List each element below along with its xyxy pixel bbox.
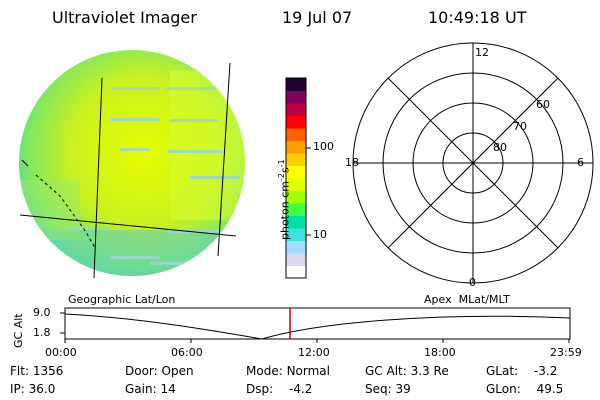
uv-image [19,50,245,279]
altitude-plot [60,307,571,343]
mlt-label-18: 18 [345,156,359,169]
mlt-label-6: 6 [577,156,584,169]
colorbar-segment [286,90,306,104]
colorbar-segment [286,215,306,229]
colorbar-tick-10: 10 [313,228,327,241]
status-seq: Seq: 39 [365,382,411,396]
status-glon: GLon: 49.5 [486,382,564,396]
status-door: Door: Open [125,364,194,378]
polar-grid [352,42,594,284]
alt-xtick-2359: 23:59 [550,346,582,359]
mlat-label-70: 70 [513,120,527,133]
alt-ytick-9: 9.0 [33,306,51,319]
altitude-curve [64,313,571,340]
colorbar-unit-label: photon cm-2s-1 [277,159,292,240]
alt-ylabel: GC Alt [12,313,25,348]
colorbar-segment [286,240,306,254]
status-gain: Gain: 14 [125,382,176,396]
status-ip: IP: 36.0 [10,382,56,396]
colorbar-segment [286,140,306,154]
date-label: 19 Jul 07 [282,8,353,27]
app-title: Ultraviolet Imager [52,8,197,27]
mlat-label-60: 60 [536,98,550,111]
colorbar-segment [286,165,306,179]
mlt-label-0: 0 [469,276,476,289]
status-flt: Flt: 1356 [10,364,64,378]
colorbar-segment [286,78,306,91]
colorbar-segment [286,103,306,116]
apex-label: Apex MLat/MLT [424,293,510,306]
colorbar-segment [286,115,306,129]
colorbar-segment [286,253,306,266]
status-mode: Mode: Normal [246,364,330,378]
mlat-label-80: 80 [493,141,507,154]
mlt-label-12: 12 [475,46,489,59]
alt-xtick-1200: 12:00 [298,346,330,359]
color-bar [286,78,306,279]
colorbar-segment [286,265,306,279]
time-label: 10:49:18 UT [428,8,527,27]
status-gc-alt: GC Alt: 3.3 Re [365,364,449,378]
colorbar-segment [286,128,306,141]
colorbar-segment [286,203,306,216]
alt-ytick-1-8: 1.8 [33,326,51,339]
colorbar-tick-100: 100 [313,140,334,153]
alt-xtick-0600: 06:00 [171,346,203,359]
status-dsp: Dsp: -4.2 [246,382,313,396]
alt-xtick-0000: 00:00 [45,346,77,359]
geographic-label: Geographic Lat/Lon [68,293,176,306]
colorbar-segment [286,178,306,191]
colorbar-segment [286,228,306,241]
colorbar-segment [286,190,306,204]
alt-xtick-1800: 18:00 [424,346,456,359]
status-glat: GLat: -3.2 [486,364,558,378]
colorbar-segment [286,153,306,166]
